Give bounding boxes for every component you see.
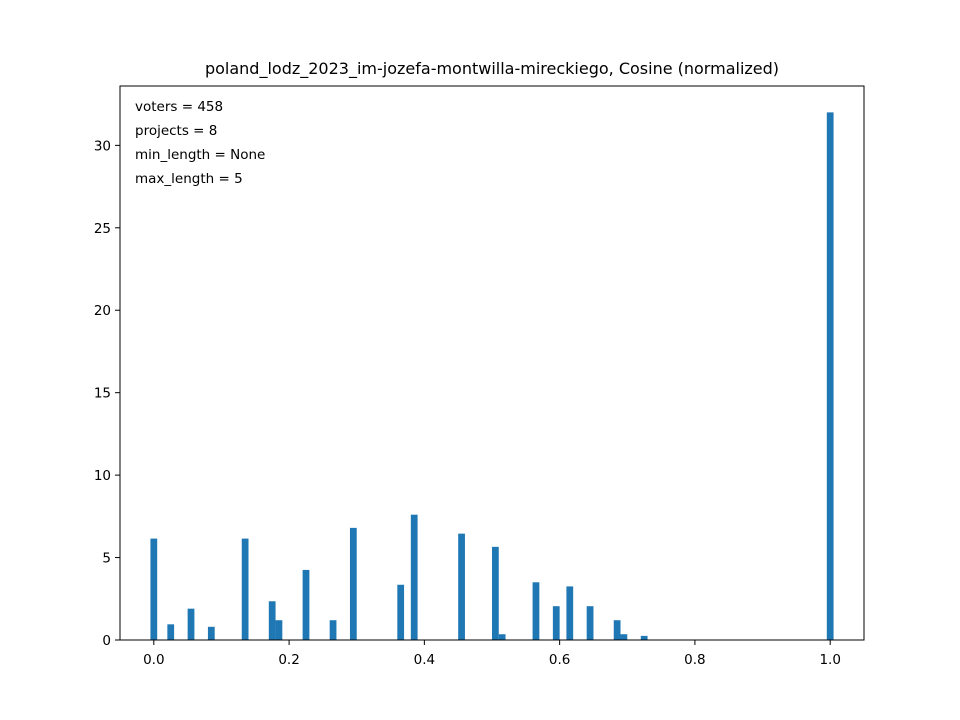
- histogram-bar: [275, 620, 283, 640]
- axes-layer: 0.0 0.2 0.4 0.6 0.8 1.0 0 5 10 15 20 25 30: [94, 85, 865, 668]
- histogram-bar: [640, 635, 648, 640]
- bars-layer: [150, 112, 834, 640]
- x-tick-label: 0.8: [684, 652, 705, 668]
- y-tick-label: 15: [94, 386, 111, 402]
- histogram-bar: [613, 620, 621, 640]
- annotation-line: min_length = None: [135, 147, 265, 163]
- x-tick-label: 0.2: [278, 652, 299, 668]
- histogram-bar: [329, 620, 337, 640]
- chart-title: poland_lodz_2023_im-jozefa-montwilla-mir…: [205, 59, 779, 79]
- y-tick-label: 20: [94, 303, 111, 319]
- x-tick-label: 0.6: [549, 652, 570, 668]
- histogram-bar: [302, 569, 310, 640]
- histogram-bar: [586, 606, 594, 640]
- y-tick-label: 10: [94, 468, 111, 484]
- histogram-bar: [492, 546, 499, 640]
- histogram-bar: [826, 112, 834, 640]
- histogram-bar: [410, 514, 418, 640]
- histogram-bar: [566, 586, 574, 640]
- x-tick-label: 0.0: [143, 652, 164, 668]
- histogram-bar: [150, 538, 158, 640]
- histogram-bar: [532, 582, 540, 640]
- y-tick-label: 5: [102, 551, 111, 567]
- annotation-box: voters = 458 projects = 8 min_length = Non…: [135, 99, 265, 187]
- histogram-bar: [187, 608, 195, 640]
- y-tick-label: 30: [94, 138, 111, 154]
- histogram-bar: [349, 527, 357, 640]
- histogram-bar: [498, 634, 506, 640]
- x-tick-label: 1.0: [819, 652, 840, 668]
- histogram-bar: [552, 606, 560, 640]
- annotation-line: voters = 458: [135, 99, 223, 115]
- histogram-bar: [397, 584, 405, 640]
- histogram-bar: [241, 538, 249, 640]
- annotation-line: projects = 8: [135, 123, 217, 139]
- histogram-bar: [268, 601, 276, 640]
- y-tick-label: 0: [102, 633, 111, 649]
- plot-frame: [119, 85, 865, 641]
- histogram-bar: [167, 624, 175, 640]
- annotation-line: max_length = 5: [135, 171, 243, 187]
- histogram-bar: [620, 634, 628, 640]
- histogram-bar: [207, 626, 215, 640]
- y-tick-label: 25: [94, 221, 111, 237]
- histogram-bar: [458, 533, 465, 640]
- x-tick-label: 0.4: [414, 652, 435, 668]
